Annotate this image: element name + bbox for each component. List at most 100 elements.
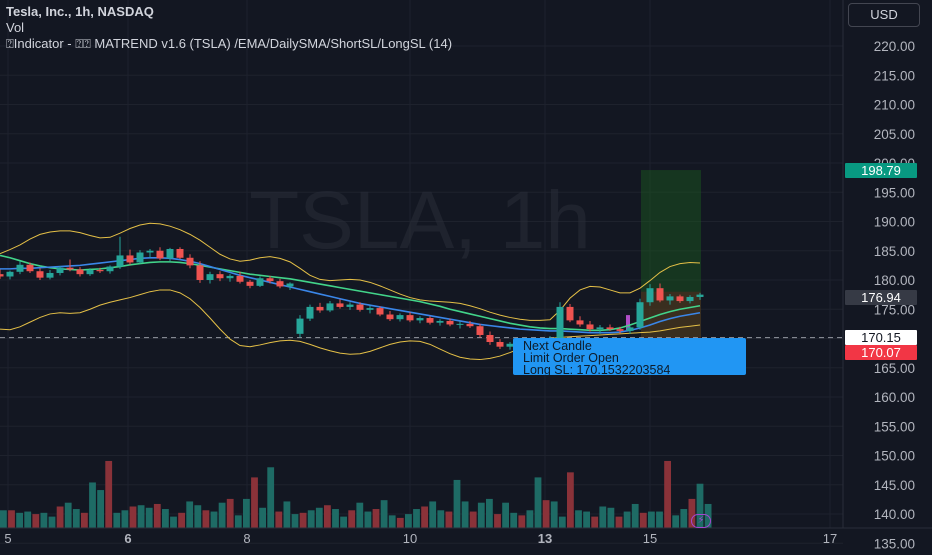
candle-body — [586, 324, 594, 330]
volume-bar — [672, 515, 680, 528]
volume-bar — [413, 509, 420, 528]
candle-body — [466, 323, 474, 327]
volume-bar — [526, 510, 534, 528]
volume-bar — [194, 505, 202, 528]
candle-body — [276, 281, 284, 287]
time-tick-label: 17 — [823, 531, 837, 546]
price-tick-label: 155.00 — [874, 419, 915, 434]
candle-body — [176, 248, 184, 258]
candle-body — [366, 308, 374, 310]
lightning-icon[interactable]: ⚡ — [691, 514, 711, 528]
volume-bar — [251, 477, 258, 528]
time-tick-label: 15 — [643, 531, 657, 546]
current-price-tag: 176.94 — [845, 290, 917, 306]
volume-bar — [518, 515, 526, 528]
candle-body — [86, 270, 94, 275]
ema-line — [0, 254, 701, 332]
candle-body — [136, 252, 144, 263]
candle-body — [6, 271, 14, 277]
volume-legend[interactable]: Vol — [6, 20, 25, 35]
price-tick-label: 135.00 — [874, 536, 915, 550]
target-price-tag: 198.79 — [845, 162, 917, 178]
volume-bar — [461, 501, 469, 528]
volume-bar — [267, 467, 275, 528]
volume-bar — [364, 511, 372, 528]
volume-bar — [599, 506, 607, 528]
volume-bar — [380, 500, 388, 528]
price-tick-label: 205.00 — [874, 127, 915, 142]
volume-bar — [40, 512, 48, 528]
volume-bar — [340, 516, 347, 528]
volume-bar — [348, 510, 356, 528]
candle-body — [0, 274, 4, 277]
candle-body — [416, 318, 424, 321]
candle-body — [166, 248, 174, 259]
volume-bar — [639, 512, 647, 528]
volume-bar — [542, 500, 550, 528]
candle-body — [36, 271, 44, 278]
candle-body — [406, 315, 414, 321]
candle-body — [296, 318, 304, 334]
upper-band-line — [0, 222, 701, 321]
indicator-legend[interactable]: ⍰Indicator - ⍰⍰ MATREND v1.6 (TSLA) /EMA… — [6, 36, 453, 51]
time-tick-label: 8 — [243, 531, 250, 546]
candle-body — [16, 264, 24, 272]
candle-body — [156, 250, 164, 259]
volume-bar — [299, 512, 307, 528]
volume-bar — [356, 502, 364, 528]
candle-body — [96, 270, 104, 272]
price-tick-label: 195.00 — [874, 185, 915, 200]
volume-bar — [202, 510, 210, 528]
candle-body — [666, 296, 674, 301]
volume-bar — [607, 507, 615, 528]
candle-body — [306, 306, 314, 319]
price-axis-panel — [843, 0, 932, 550]
volume-bar — [453, 479, 461, 528]
volume-bar — [680, 509, 688, 528]
volume-bar — [372, 509, 380, 528]
candle-body — [376, 308, 384, 315]
volume-bar — [656, 511, 663, 528]
symbol-title[interactable]: Tesla, Inc., 1h, NASDAQ — [6, 4, 154, 19]
candle-body — [256, 278, 264, 286]
candle-body — [386, 314, 394, 320]
volume-bar — [445, 511, 453, 528]
volume-bar — [283, 501, 291, 528]
candle-body — [506, 343, 514, 347]
candle-body — [286, 283, 294, 287]
price-tick-label: 160.00 — [874, 390, 915, 405]
volume-bar — [170, 516, 177, 528]
volume-bar — [558, 516, 566, 528]
entry-price-tag: 170.15 — [845, 330, 917, 346]
candle-body — [126, 255, 134, 263]
candle-body — [656, 288, 664, 301]
annotation-line: Limit Order Open — [523, 351, 619, 365]
candle-body — [76, 269, 84, 275]
volume-bar — [113, 512, 121, 528]
price-tick-label: 145.00 — [874, 478, 915, 493]
price-tick-label: 180.00 — [874, 273, 915, 288]
candle-body — [606, 327, 614, 330]
volume-bar — [396, 517, 404, 528]
volume-bar — [226, 498, 234, 528]
volume-bar — [259, 507, 266, 528]
volume-bar — [421, 506, 428, 528]
candle-body — [556, 306, 564, 338]
volume-bar — [437, 510, 445, 528]
volume-bar — [648, 511, 655, 528]
volume-bar — [315, 507, 323, 528]
volume-bar — [486, 498, 493, 528]
candle-body — [246, 281, 254, 286]
currency-button[interactable]: USD — [848, 3, 920, 27]
volume-bar — [234, 515, 242, 528]
volume-bar — [89, 482, 96, 528]
volume-bar — [332, 509, 339, 528]
candle-body — [616, 329, 624, 331]
volume-bar — [324, 505, 331, 528]
candle-body — [426, 318, 434, 323]
volume-bar — [550, 501, 558, 528]
candle-body — [576, 320, 584, 325]
